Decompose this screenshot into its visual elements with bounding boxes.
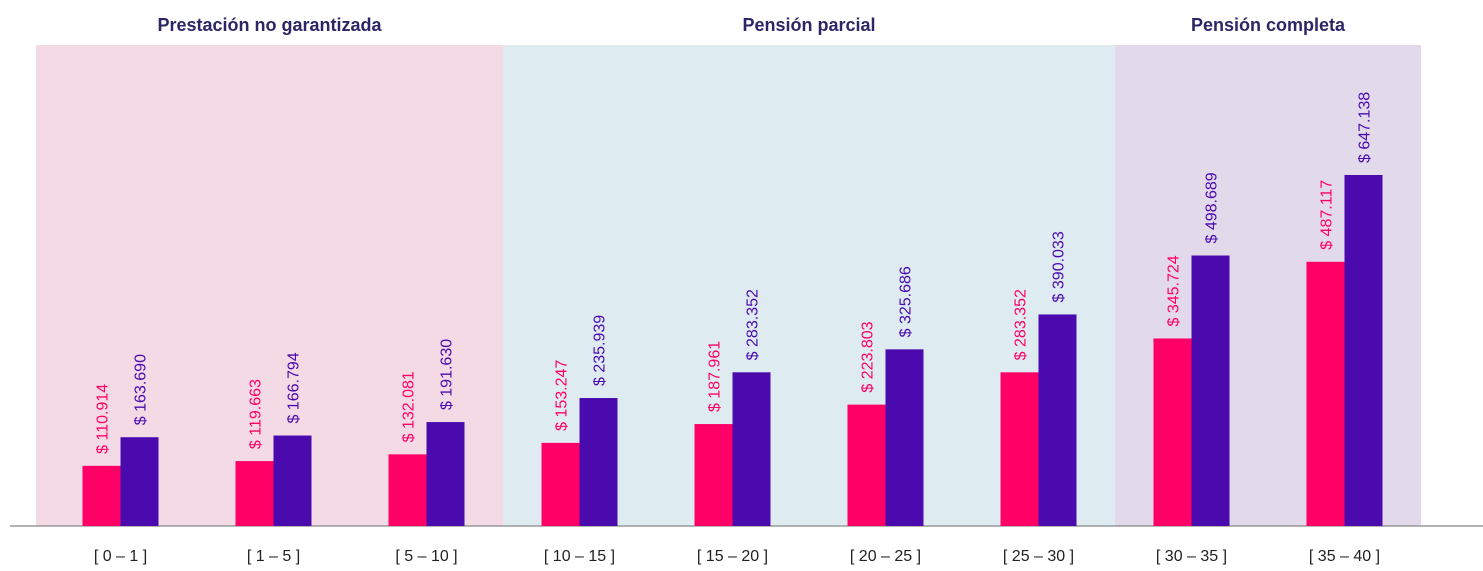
region-label: Pensión completa [1191, 15, 1346, 35]
data-label: $ 283.352 [1013, 289, 1030, 360]
data-label: $ 187.961 [707, 341, 724, 412]
data-label: $ 345.724 [1166, 255, 1183, 326]
bar [541, 442, 580, 526]
data-label: $ 163.690 [133, 354, 150, 425]
bar [579, 398, 618, 526]
bar [273, 435, 312, 526]
data-label: $ 235.939 [592, 315, 609, 386]
x-tick-label: [ 35 – 40 ] [1309, 548, 1380, 565]
bar [885, 349, 924, 526]
bar [1153, 338, 1192, 526]
data-label: $ 119.663 [248, 379, 265, 449]
x-tick-label: [ 0 – 1 ] [94, 548, 147, 565]
bar [732, 372, 771, 526]
bar [1344, 175, 1383, 526]
data-label: $ 390.033 [1051, 231, 1068, 302]
bar [694, 424, 733, 526]
x-tick-label: [ 1 – 5 ] [247, 548, 300, 565]
bar [120, 437, 159, 526]
bar [426, 422, 465, 526]
region-label: Prestación no garantizada [157, 15, 382, 35]
bar [1038, 314, 1077, 526]
bar [235, 461, 274, 526]
data-label: $ 487.117 [1319, 180, 1336, 250]
data-label: $ 132.081 [401, 371, 418, 442]
data-label: $ 153.247 [554, 360, 571, 431]
region-label: Pensión parcial [742, 15, 875, 35]
bar [847, 404, 886, 526]
bar [1191, 255, 1230, 527]
data-label: $ 166.794 [286, 352, 303, 423]
data-label: $ 110.914 [95, 384, 112, 454]
x-tick-label: [ 20 – 25 ] [850, 548, 921, 565]
x-tick-label: [ 30 – 35 ] [1156, 548, 1227, 565]
data-label: $ 191.630 [439, 339, 456, 410]
data-label: $ 498.689 [1204, 172, 1221, 243]
x-tick-label: [ 10 – 15 ] [544, 548, 615, 565]
bar [1306, 261, 1345, 526]
x-tick-label: [ 5 – 10 ] [395, 548, 457, 565]
x-tick-label: [ 15 – 20 ] [697, 548, 768, 565]
bar [1000, 372, 1039, 526]
bar [82, 465, 121, 526]
data-label: $ 223.803 [860, 321, 877, 392]
x-tick-label: [ 25 – 30 ] [1003, 548, 1074, 565]
data-label: $ 647.138 [1357, 92, 1374, 163]
region [36, 45, 503, 526]
bar [388, 454, 427, 526]
data-label: $ 325.686 [898, 266, 915, 337]
data-label: $ 283.352 [745, 289, 762, 360]
